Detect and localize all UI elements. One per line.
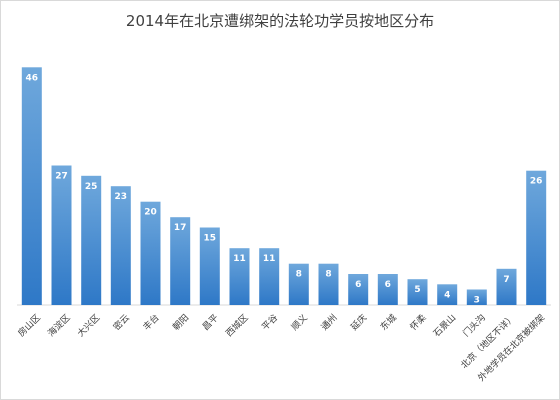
bar-value-label: 23 (115, 192, 128, 202)
bar-16 (466, 289, 487, 305)
bars: 46房山区27海淀区25大兴区23密云20丰台17朝阳15昌平11西城区11平谷… (15, 67, 551, 384)
x-tick-label: 丰台 (140, 312, 161, 333)
bar-3 (81, 175, 102, 305)
x-tick-label: 石景山 (431, 312, 458, 339)
bar-2 (51, 165, 72, 305)
bar-11 (318, 263, 339, 305)
bar-value-label: 46 (26, 73, 39, 83)
x-tick-label: 门头沟 (460, 312, 488, 340)
bar-18 (526, 170, 547, 305)
x-tick-label: 北京（地区不详） (458, 312, 517, 371)
bar-value-label: 3 (474, 296, 480, 306)
bar-value-label: 8 (325, 270, 331, 280)
bar-value-label: 6 (385, 280, 391, 290)
chart-title: 2014年在北京遭绑架的法轮功学员按地区分布 (125, 12, 435, 30)
x-tick-label: 怀柔 (407, 312, 428, 333)
x-tick-label: 通州 (319, 312, 340, 333)
bar-1 (21, 67, 42, 305)
bar-value-label: 17 (174, 223, 187, 233)
bar-13 (377, 274, 398, 305)
x-tick-label: 朝阳 (171, 312, 192, 333)
x-tick-label: 房山区 (15, 312, 43, 340)
bar-4 (110, 186, 131, 305)
bar-value-label: 6 (355, 280, 361, 290)
bar-value-label: 8 (296, 270, 302, 280)
bar-value-label: 5 (414, 285, 420, 295)
x-tick-label: 大兴区 (75, 312, 103, 340)
bar-value-label: 7 (503, 275, 509, 285)
x-tick-label: 密云 (111, 312, 132, 333)
x-tick-label: 昌平 (200, 312, 221, 333)
x-tick-label: 顺义 (289, 312, 310, 333)
bar-value-label: 11 (263, 254, 276, 264)
bar-value-label: 20 (144, 208, 157, 218)
bar-10 (288, 263, 309, 305)
bar-value-label: 25 (85, 182, 98, 192)
bar-value-label: 27 (55, 172, 68, 182)
x-tick-label: 海淀区 (45, 312, 73, 340)
bar-value-label: 15 (204, 234, 217, 244)
bar-6 (170, 217, 191, 305)
bar-5 (140, 201, 161, 305)
bar-value-label: 26 (530, 177, 543, 187)
bar-9 (259, 248, 280, 305)
bar-15 (437, 284, 458, 305)
bar-7 (199, 227, 220, 305)
bar-17 (496, 268, 517, 305)
x-tick-label: 西城区 (224, 312, 251, 339)
bar-12 (348, 274, 369, 305)
bar-8 (229, 248, 250, 305)
bar-value-label: 11 (233, 254, 246, 264)
x-tick-label: 东城 (378, 312, 399, 333)
bar-value-label: 4 (444, 290, 450, 300)
x-tick-label: 平谷 (260, 312, 281, 333)
x-tick-label: 延庆 (348, 312, 369, 333)
bar-14 (407, 279, 428, 305)
